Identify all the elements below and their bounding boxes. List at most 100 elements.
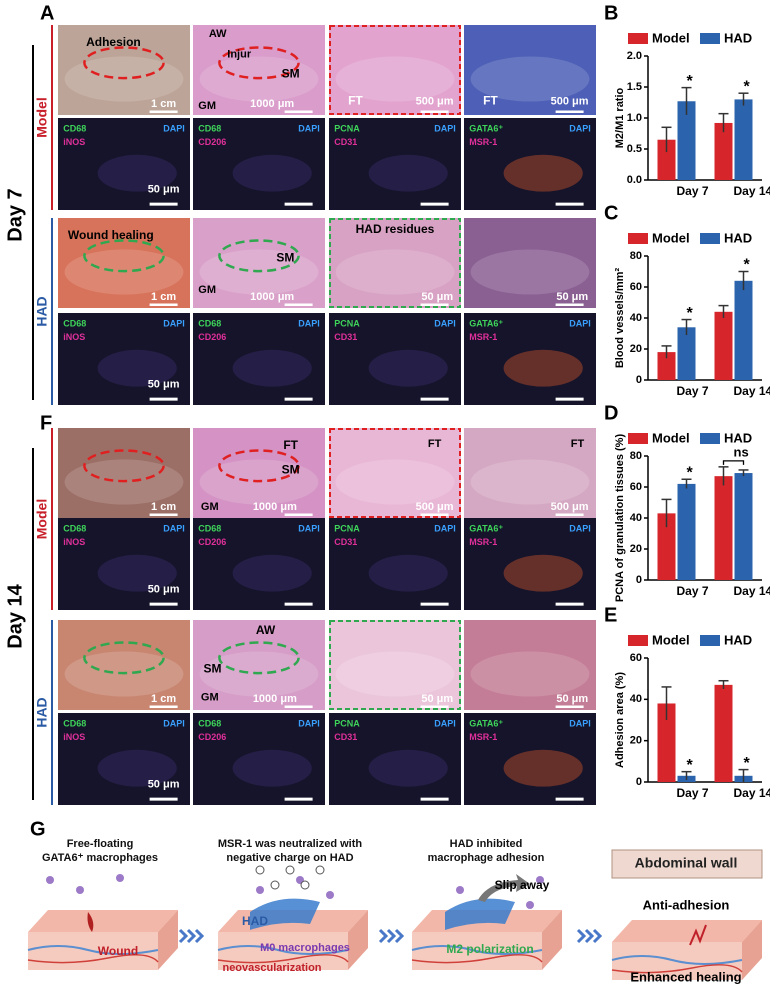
outline <box>83 46 165 80</box>
image-label: 1 cm <box>151 98 176 110</box>
outline <box>83 641 165 675</box>
tissue-texture <box>335 459 455 505</box>
image-label: SM <box>204 662 222 676</box>
image-label: SM <box>282 462 300 476</box>
tissue-image <box>464 25 596 115</box>
step-caption: Free-floating <box>67 838 134 850</box>
channel-label: CD206 <box>198 332 226 342</box>
had-gel <box>250 898 320 930</box>
fluorescence-image <box>464 118 596 210</box>
y-tick-label: 0.0 <box>627 174 642 186</box>
x-tick-label: Day 7 <box>677 184 709 198</box>
significance-mark: * <box>744 78 751 95</box>
y-tick-label: 0 <box>636 374 642 386</box>
channel-label: GATA6⁺ <box>469 718 503 728</box>
legend-swatch <box>700 233 720 244</box>
image-label: Wound healing <box>68 228 154 242</box>
step-arrow <box>584 928 595 944</box>
image-label: HAD residues <box>356 222 435 236</box>
charge <box>255 865 265 875</box>
fluorescence-image <box>329 713 461 805</box>
group-label: Model <box>34 97 50 137</box>
legend-swatch <box>700 635 720 646</box>
tissue-texture <box>470 459 590 505</box>
tissue-texture <box>470 651 590 697</box>
outline <box>83 239 165 273</box>
abdominal-wall <box>611 849 763 879</box>
image-label: FT <box>571 438 585 450</box>
vessel <box>411 954 543 964</box>
tissue-texture <box>335 56 455 102</box>
scale-bar <box>284 797 313 801</box>
scale-bar <box>284 110 313 113</box>
channel-label: CD206 <box>198 137 226 147</box>
significance-mark: * <box>687 73 694 90</box>
legend-label: HAD <box>724 632 752 647</box>
channel-label: DAPI <box>569 318 591 328</box>
channel-label: DAPI <box>163 523 185 533</box>
fluorescence-image <box>193 313 325 405</box>
image-label: 1000 μm <box>250 291 294 303</box>
image-label: SM <box>276 251 294 265</box>
bar <box>734 99 753 180</box>
channel-label: 50 μm <box>148 779 180 791</box>
channel-label: MSR-1 <box>469 732 497 742</box>
vessel <box>611 964 743 974</box>
image-label: 500 μm <box>551 501 589 513</box>
cell-signal <box>97 349 177 387</box>
image-label: 50 μm <box>556 693 588 705</box>
y-axis-label: PCNA of granulation tissues (%) <box>614 434 626 603</box>
scale-bar <box>284 705 313 708</box>
image-label: GM <box>201 691 219 703</box>
legend-label: HAD <box>724 30 752 45</box>
step-arrow <box>394 928 405 944</box>
legend-swatch <box>628 635 648 646</box>
fluorescence-image <box>58 518 190 610</box>
cell-signal <box>97 554 177 592</box>
channel-label: DAPI <box>163 123 185 133</box>
legend-label: HAD <box>724 430 752 445</box>
schematic-label: M0 macrophages <box>260 942 350 954</box>
channel-label: CD68 <box>63 123 86 133</box>
channel-label: 50 μm <box>148 184 180 196</box>
fluorescence-image <box>58 713 190 805</box>
channel-label: CD206 <box>198 732 226 742</box>
step-caption: MSR-1 was neutralized with <box>218 838 363 850</box>
macrophage <box>536 876 544 884</box>
image-label: FT <box>348 94 363 108</box>
scale-bar <box>555 797 584 801</box>
channel-label: iNOS <box>63 732 85 742</box>
y-tick-label: 60 <box>630 481 642 493</box>
tissue-image <box>58 218 190 308</box>
bar <box>714 476 733 580</box>
image-label: 1 cm <box>151 693 176 705</box>
scale-bar <box>149 303 178 306</box>
outline <box>218 239 300 273</box>
y-tick-label: 0 <box>636 776 642 788</box>
tissue-image <box>329 620 461 710</box>
step-caption: HAD inhibited <box>450 838 523 850</box>
channel-label: DAPI <box>163 718 185 728</box>
legend-label: Model <box>652 30 690 45</box>
tissue-texture <box>470 56 590 102</box>
outline <box>218 641 300 675</box>
bar <box>714 684 733 782</box>
step-arrow <box>378 928 389 944</box>
zoom-frame <box>329 428 461 518</box>
bar <box>657 352 676 380</box>
scale-bar <box>284 602 313 606</box>
tissue-texture <box>335 249 455 295</box>
tissue-side <box>158 910 178 970</box>
scale-bar <box>284 397 313 401</box>
charge <box>300 880 310 890</box>
schematic-label: Anti-adhesion <box>643 897 730 912</box>
image-label: 50 μm <box>421 693 453 705</box>
fluorescence-image <box>193 518 325 610</box>
channel-label: DAPI <box>569 123 591 133</box>
channel-label: CD68 <box>63 523 86 533</box>
tissue-side <box>348 910 368 970</box>
channel-label: GATA6⁺ <box>469 523 503 533</box>
cell-signal <box>232 554 312 592</box>
y-tick-label: 0.5 <box>627 143 642 155</box>
